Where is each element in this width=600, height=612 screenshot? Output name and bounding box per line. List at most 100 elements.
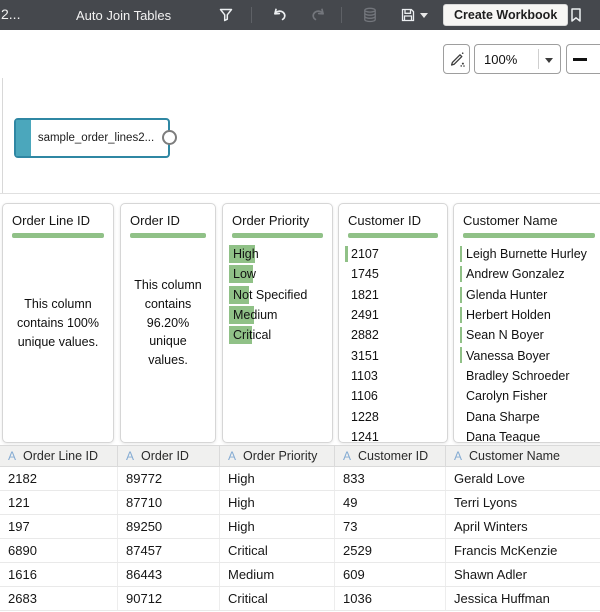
toolbar-divider (251, 7, 252, 23)
profile-value-row[interactable]: 1106 (345, 386, 447, 406)
profile-value-label: Bradley Schroeder (466, 368, 570, 383)
frequency-bar (229, 285, 249, 304)
profile-value-label: Medium (233, 308, 278, 323)
profile-value-row[interactable]: 1103 (345, 366, 447, 386)
save-menu-caret[interactable] (420, 13, 428, 18)
frequency-bar (460, 306, 462, 323)
profile-value-label: Dana Teague (466, 429, 541, 443)
table-row: 1616 86443 Medium 609 Shawn Adler (0, 563, 600, 587)
table-cell: 89772 (118, 467, 220, 490)
table-cell: 197 (0, 515, 118, 538)
table-cell: 87710 (118, 491, 220, 514)
profile-card-quality-bar (12, 233, 104, 238)
profile-value-row[interactable]: High (229, 244, 332, 264)
zoom-level-value: 100% (484, 52, 518, 67)
save-button[interactable] (396, 3, 420, 27)
page-title: Auto Join Tables (76, 8, 172, 23)
table-cell: Medium (220, 563, 335, 586)
profile-value-label: Leigh Burnette Hurley (466, 247, 587, 262)
profile-value-row[interactable]: Low (229, 264, 332, 284)
profile-value-row[interactable]: Sean N Boyer (460, 325, 600, 345)
profile-value-row[interactable]: 1241 (345, 427, 447, 443)
table-cell: 833 (335, 467, 446, 490)
profile-value-row[interactable]: 1821 (345, 285, 447, 305)
profile-value-label: Low (233, 267, 256, 282)
column-header-customer-id[interactable]: A Customer ID (335, 446, 446, 466)
profile-card-summary: This column contains 96.20% unique value… (134, 278, 202, 368)
profile-value-list: Leigh Burnette Hurley Andrew Gonzalez Glen… (454, 244, 600, 443)
profile-card-title: Order Line ID (12, 213, 91, 228)
profile-value-list: High Low Not Specified Medium Critical (223, 244, 332, 345)
profile-value-row[interactable]: Dana Sharpe (460, 406, 600, 426)
profile-value-row[interactable]: Not Specified (229, 285, 332, 305)
table-row: 6890 87457 Critical 2529 Francis McKenzie (0, 539, 600, 563)
text-type-icon: A (8, 449, 17, 463)
dataset-node[interactable]: sample_order_lines2... (14, 118, 170, 158)
bookmark-icon (571, 8, 581, 22)
profile-card-order-line-id: Order Line ID This column contains 100% … (2, 203, 114, 443)
table-cell: 89250 (118, 515, 220, 538)
column-header-order-id[interactable]: A Order ID (118, 446, 220, 466)
profile-value-label: Sean N Boyer (466, 328, 544, 343)
profile-value-label: Glenda Hunter (466, 287, 548, 302)
profile-value-row[interactable]: Andrew Gonzalez (460, 264, 600, 284)
profile-value-row[interactable]: Medium (229, 305, 332, 325)
column-header-customer-name[interactable]: A Customer Name (446, 446, 600, 466)
text-type-icon: A (228, 449, 237, 463)
table-body: 2182 89772 High 833 Gerald Love 121 87710 High 4… (0, 467, 600, 611)
filter-icon (219, 8, 233, 22)
profile-value-label: Carolyn Fisher (466, 389, 548, 404)
profile-card-quality-bar (130, 233, 206, 238)
bookmark-button[interactable] (564, 3, 588, 27)
table-cell: April Winters (454, 519, 528, 534)
profile-value-row[interactable]: Carolyn Fisher (460, 386, 600, 406)
node-label: sample_order_lines2... (37, 132, 155, 144)
profile-value-row[interactable]: 3151 (345, 345, 447, 365)
column-header-order-priority[interactable]: A Order Priority (220, 446, 335, 466)
frequency-bar (345, 246, 348, 262)
profile-value-row[interactable]: Dana Teague (460, 427, 600, 443)
profile-value-row[interactable]: Herbert Holden (460, 305, 600, 325)
profile-value-row[interactable]: 2491 (345, 305, 447, 325)
table-row: 2683 90712 Critical 1036 Jessica Huffman (0, 587, 600, 611)
undo-button[interactable] (268, 3, 292, 27)
column-header-label: Order Line ID (23, 449, 99, 463)
column-header-order-line-id[interactable]: A Order Line ID (0, 446, 118, 466)
profile-value-label: Andrew Gonzalez (466, 267, 565, 282)
database-icon (364, 7, 376, 23)
frequency-bar (460, 327, 462, 344)
profile-value-row[interactable]: Vanessa Boyer (460, 345, 600, 365)
table-row: 2182 89772 High 833 Gerald Love (0, 467, 600, 491)
profile-value-row[interactable]: Leigh Burnette Hurley (460, 244, 600, 264)
profile-value-row[interactable]: Critical (229, 325, 332, 345)
table-cell: 90712 (118, 587, 220, 610)
profile-value-label: 1745 (351, 267, 379, 282)
profile-value-row[interactable]: 1745 (345, 264, 447, 284)
table-cell: High (220, 491, 335, 514)
profile-value-row[interactable]: Glenda Hunter (460, 285, 600, 305)
profile-value-row[interactable]: 2107 (345, 244, 447, 264)
undo-icon (274, 8, 286, 21)
zoom-out-button[interactable] (566, 44, 600, 74)
profile-value-row[interactable]: 2882 (345, 325, 447, 345)
dataset-name-truncated: 2... (1, 6, 21, 22)
auto-layout-button[interactable] (443, 44, 470, 74)
profile-value-row[interactable]: Bradley Schroeder (460, 366, 600, 386)
profile-value-label: 2882 (351, 328, 379, 343)
table-cell: Terri Lyons (454, 495, 518, 510)
table-cell: Critical (220, 539, 335, 562)
table-cell: 73 (335, 515, 446, 538)
profile-value-label: 1241 (351, 429, 379, 443)
table-cell: 2182 (0, 467, 118, 490)
filter-button[interactable] (214, 3, 238, 27)
data-cache-button[interactable] (358, 3, 382, 27)
zoom-level-select[interactable]: 100% (474, 44, 561, 74)
profile-value-list: 2107 1745 1821 2491 2882 3151 1103 1106 1228 1241 (339, 244, 447, 443)
create-workbook-button[interactable]: Create Workbook (443, 4, 569, 26)
redo-button[interactable] (306, 3, 330, 27)
text-type-icon: A (343, 449, 352, 463)
profile-value-label: 2107 (351, 247, 379, 262)
node-join-connector[interactable] (162, 130, 177, 145)
frequency-bar (229, 265, 253, 284)
profile-value-row[interactable]: 1228 (345, 406, 447, 426)
